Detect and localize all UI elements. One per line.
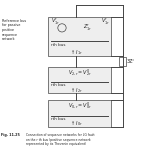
Text: $V^r_{1r}$: $V^r_{1r}$ (51, 16, 60, 27)
Bar (119, 57, 126, 66)
Text: $\uparrow I_{2r}$: $\uparrow I_{2r}$ (70, 86, 83, 95)
Text: $V^r_{1r}$: $V^r_{1r}$ (101, 16, 110, 27)
Text: rth bus: rth bus (51, 43, 66, 47)
Text: rth bus: rth bus (51, 83, 66, 87)
Text: $Z^r_{1r}$: $Z^r_{1r}$ (83, 23, 92, 33)
Bar (48, 17, 111, 56)
Text: $\uparrow I_{0r}$: $\uparrow I_{0r}$ (70, 120, 83, 128)
Bar (48, 100, 111, 127)
Text: Fig. 11.25: Fig. 11.25 (1, 133, 20, 137)
Text: Reference bus
for passive
positive
sequence
network: Reference bus for passive positive seque… (2, 19, 26, 41)
Text: Connection of sequence networks for LG fault
on the r th bus (positive sequence : Connection of sequence networks for LG f… (26, 133, 95, 146)
Text: $\uparrow I_{1r}$: $\uparrow I_{1r}$ (70, 48, 83, 57)
Bar (48, 67, 111, 93)
Text: $V_{0,r}=V^0_{0r}$: $V_{0,r}=V^0_{0r}$ (68, 101, 91, 111)
Text: $V_{2,r}=V^0_{2r}$: $V_{2,r}=V^0_{2r}$ (68, 67, 91, 78)
Text: rth bus: rth bus (51, 117, 66, 121)
Text: 3Zᶠ: 3Zᶠ (127, 59, 135, 64)
